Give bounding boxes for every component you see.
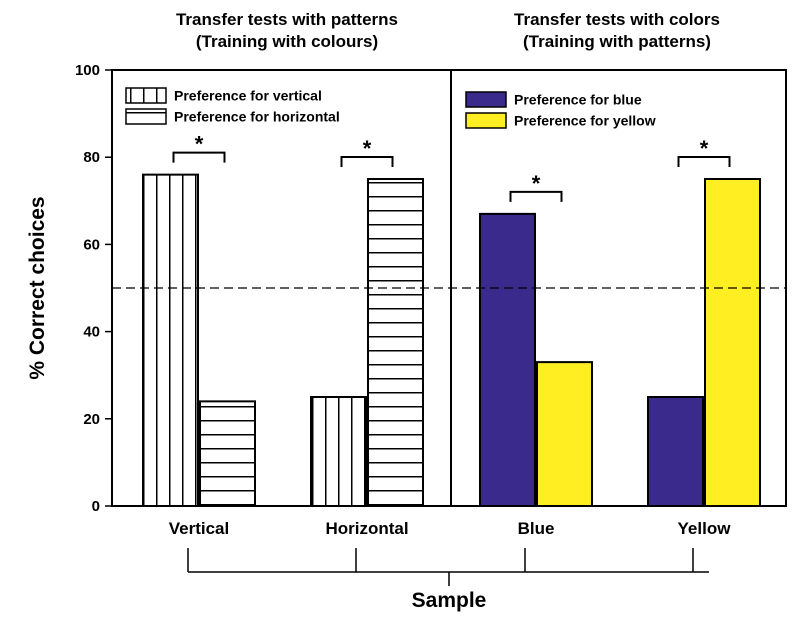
panel-2-title-line-2: (Training with patterns) (523, 32, 711, 51)
category-label-horizontal: Horizontal (325, 519, 408, 538)
significance-bracket (509, 190, 563, 202)
y-axis-title: % Correct choices (26, 196, 49, 379)
y-tick-label: 40 (83, 324, 100, 341)
y-tick-label: 0 (92, 498, 100, 515)
bar-vertical-second (199, 400, 256, 507)
significance-bracket (677, 156, 731, 167)
legend-swatch-1-0 (465, 91, 507, 108)
y-tick-label: 20 (83, 411, 100, 428)
legend-label-1-1: Preference for yellow (514, 113, 656, 129)
bar-blue-second (536, 361, 593, 507)
bar-yellow-first (647, 396, 704, 507)
bar-blue-first (479, 212, 536, 507)
plot-frame (111, 69, 787, 507)
significance-bracket (340, 156, 394, 167)
y-tick-label: 60 (83, 236, 100, 253)
y-tick-label: 80 (83, 149, 100, 166)
legend-label-0-0: Preference for vertical (174, 88, 322, 104)
legend-swatch-0-1 (125, 108, 167, 125)
significance-star: * (195, 132, 204, 157)
category-label-yellow: Yellow (678, 519, 732, 538)
significance-star: * (700, 136, 709, 161)
y-tick-label: 100 (75, 62, 100, 79)
legend-label-0-1: Preference for horizontal (174, 109, 340, 125)
panel-2-title-line-1: Transfer tests with colors (514, 10, 720, 29)
panel-1-title-line-2: (Training with colours) (196, 32, 378, 51)
category-label-blue: Blue (518, 519, 555, 538)
significance-star: * (363, 136, 372, 161)
bar-horizontal-first (310, 396, 367, 507)
x-axis-title: Sample (412, 589, 487, 612)
significance-star: * (532, 171, 541, 196)
panel-1-title-line-1: Transfer tests with patterns (176, 10, 398, 29)
bar-yellow-second (704, 178, 761, 507)
legend-swatch-0-0 (125, 87, 167, 104)
significance-bracket (172, 151, 226, 163)
bar-vertical-first (142, 173, 199, 507)
legend-swatch-1-1 (465, 112, 507, 129)
legend-label-1-0: Preference for blue (514, 92, 642, 108)
category-label-vertical: Vertical (169, 519, 230, 538)
bar-horizontal-second (367, 178, 424, 507)
